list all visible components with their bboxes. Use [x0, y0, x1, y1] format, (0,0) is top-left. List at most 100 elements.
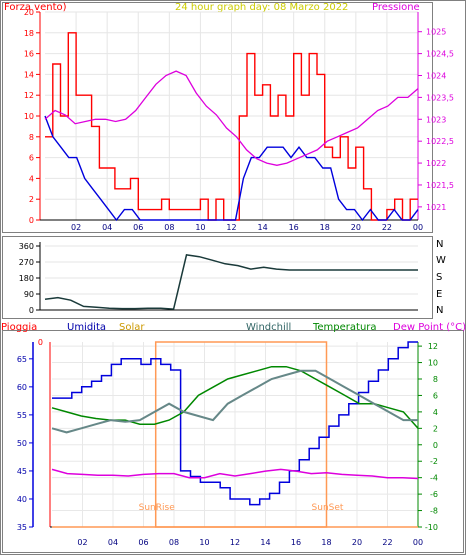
y-tick-label: 8 [29, 133, 34, 142]
x-tick-label: 20 [351, 223, 361, 232]
y-tick-label: 0 [29, 216, 34, 225]
x-tick-label: 06 [133, 223, 143, 232]
windchill-series-line [51, 369, 418, 434]
temperature-tick-label: 6 [433, 391, 438, 400]
temperature-tick-label: 12 [428, 342, 438, 351]
dewpoint-series-line [51, 468, 419, 480]
humidity-tick-label: 60 [17, 383, 27, 392]
temperature-tick-label: 2 [433, 424, 438, 433]
y2-tick-label: 1021 [426, 203, 446, 212]
wind-pressure-panel: 0246810121416182010211021,510221022,5102… [24, 8, 454, 232]
temperature-tick-label: -10 [425, 523, 438, 532]
x-tick-label: 22 [382, 538, 392, 547]
y-tick-label: 16 [24, 50, 34, 59]
temperature-tick-label: 0 [433, 441, 438, 450]
humidity-tick-label: 50 [17, 439, 27, 448]
y-tick-label: 14 [24, 70, 34, 79]
sunrise-label: SunRise [139, 503, 176, 513]
legend-windchill: Windchill [246, 322, 291, 333]
y2-tick-label: 1021,5 [426, 181, 454, 190]
x-tick-label: 12 [226, 223, 236, 232]
wind-direction-panel: 360 270 180 90 0 [19, 242, 418, 315]
humidity-tick-label: 65 [17, 355, 27, 364]
panel2-frame [2, 236, 433, 319]
average-series-line [44, 115, 419, 222]
y2-tick-label: 1022,5 [426, 137, 454, 146]
compass-label: W [436, 255, 446, 266]
compass-label: N [436, 305, 443, 316]
x-tick-label: 00 [413, 223, 423, 232]
temperature-tick-label: -6 [430, 490, 438, 499]
y2-tick-label: 1023 [426, 115, 446, 124]
x-tick-label: 18 [320, 223, 330, 232]
x-tick-label: 18 [321, 538, 331, 547]
x-tick-label: 16 [289, 223, 299, 232]
legend-umidita: Umidita [67, 322, 106, 333]
x-tick-label: 00 [413, 538, 423, 547]
x-tick-label: 14 [260, 538, 270, 547]
y-tick-label: 270 [19, 258, 34, 267]
panel1-frame [2, 2, 433, 233]
chart-title: 24 hour graph day: 08 Marzo 2022 [175, 2, 348, 13]
wind-axis-label: Forza vento) [4, 2, 67, 13]
humidity-tick-label: 35 [17, 523, 27, 532]
x-tick-label: 12 [230, 538, 240, 547]
y2-tick-label: 1024 [426, 71, 446, 80]
humidity-series-line [52, 341, 418, 506]
temperature-tick-label: 10 [428, 359, 438, 368]
y-tick-label: 12 [24, 91, 34, 100]
x-tick-label: 10 [199, 538, 209, 547]
legend-pioggia: Pioggia [1, 322, 37, 333]
y2-tick-label: 1024,5 [426, 50, 454, 59]
sunset-label: SunSet [312, 503, 344, 513]
legend-dewpoint: Dew Point (°C) [393, 322, 466, 333]
y-tick-label: 90 [24, 290, 34, 299]
y-tick-label: 180 [19, 274, 34, 283]
pressure-axis-label: Pressione [372, 2, 420, 13]
temperature-tick-label: -4 [430, 474, 438, 483]
temperature-tick-label: -8 [430, 507, 438, 516]
x-tick-label: 08 [164, 223, 174, 232]
temperature-tick-label: -2 [430, 457, 438, 466]
y-tick-label: 4 [29, 174, 34, 183]
temperature-tick-label: 4 [433, 408, 438, 417]
y-tick-label: 2 [29, 195, 34, 204]
humidity-tick-label: 40 [17, 495, 27, 504]
compass-label: S [436, 272, 442, 283]
y2-tick-label: 1022 [426, 159, 446, 168]
x-tick-label: 10 [195, 223, 205, 232]
x-tick-label: 04 [108, 538, 118, 547]
x-tick-label: 06 [138, 538, 148, 547]
compass-label: E [436, 289, 442, 300]
x-tick-label: 22 [382, 223, 392, 232]
y-tick-label: 10 [24, 112, 34, 121]
y-tick-label: 18 [24, 29, 34, 38]
humidity-tick-label: 55 [17, 411, 27, 420]
y2-tick-label: 1025 [426, 28, 446, 37]
y-tick-label: 360 [19, 242, 34, 251]
compass-label: N [436, 239, 443, 250]
x-tick-label: 02 [71, 223, 81, 232]
panel3-frame [2, 330, 464, 553]
rain-tick-label: 0 [38, 338, 43, 347]
y2-tick-label: 1023,5 [426, 93, 454, 102]
temperature-tick-label: 8 [433, 375, 438, 384]
y-tick-label: 0 [29, 306, 34, 315]
pressure-series-line [44, 70, 419, 166]
x-tick-label: 04 [102, 223, 112, 232]
x-tick-label: 08 [169, 538, 179, 547]
y-tick-label: 20 [24, 8, 34, 17]
y-tick-label: 6 [29, 154, 34, 163]
wind-direction-line [44, 254, 418, 310]
legend-solar: Solar [119, 322, 145, 333]
legend-temperatura: Temperatura [312, 322, 377, 333]
x-tick-label: 14 [257, 223, 267, 232]
humidity-tick-label: 45 [17, 467, 27, 476]
x-tick-label: 20 [352, 538, 362, 547]
x-tick-label: 16 [291, 538, 301, 547]
gust-series-line [45, 32, 418, 221]
x-tick-label: 02 [77, 538, 87, 547]
